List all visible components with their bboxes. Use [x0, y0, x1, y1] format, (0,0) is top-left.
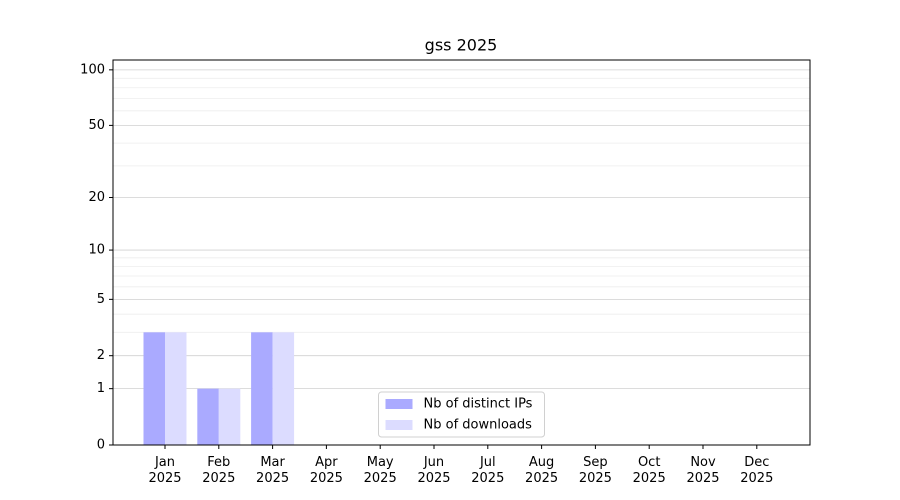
- bar: [218, 388, 241, 445]
- y-tick-label: 10: [88, 243, 105, 258]
- legend-swatch: [385, 420, 413, 430]
- x-tick-label: Mar 2025: [256, 455, 289, 486]
- x-tick-label-line: 2025: [633, 471, 666, 486]
- x-tick-label-line: 2025: [256, 471, 289, 486]
- plot-frame: [112, 59, 811, 446]
- bar: [197, 388, 219, 445]
- legend-label: Nb of distinct IPs: [424, 397, 533, 412]
- bar: [143, 332, 165, 445]
- x-tick-label-line: 2025: [471, 471, 504, 486]
- x-tick-label-line: Jun: [423, 455, 444, 470]
- x-tick-label: Jul 2025: [471, 455, 504, 486]
- x-tick-label: Sep 2025: [579, 455, 612, 486]
- x-tick-label: Nov 2025: [686, 455, 719, 486]
- legend-label: Nb of downloads: [424, 418, 533, 433]
- y-tick-label: 1: [97, 381, 105, 396]
- x-tick-label: Apr 2025: [310, 455, 343, 486]
- legend-swatch: [385, 399, 413, 409]
- x-tick-label: Aug 2025: [525, 455, 558, 486]
- x-tick-label: Oct 2025: [633, 455, 666, 486]
- x-tick-label-line: 2025: [525, 471, 558, 486]
- bar: [165, 332, 187, 445]
- x-tick-label: Jan 2025: [148, 455, 181, 486]
- x-tick-label-line: 2025: [740, 471, 773, 486]
- x-tick-label-line: Dec: [744, 455, 769, 470]
- bar: [272, 332, 295, 445]
- x-tick-label: Dec 2025: [740, 455, 773, 486]
- x-tick-label-line: 2025: [686, 471, 719, 486]
- legend-box: [378, 391, 545, 438]
- x-tick-label-line: Feb: [207, 455, 230, 470]
- y-tick-label: 100: [80, 62, 105, 77]
- x-tick-label-line: 2025: [202, 471, 235, 486]
- x-tick-label-line: Oct: [638, 455, 660, 470]
- chart-title: gss 2025: [425, 36, 498, 55]
- x-tick-label-line: 2025: [310, 471, 343, 486]
- y-tick-label: 5: [97, 292, 105, 307]
- x-tick-label-line: Nov: [690, 455, 716, 470]
- y-tick-label: 2: [97, 348, 105, 363]
- x-tick-label-line: Mar: [260, 455, 285, 470]
- x-tick-label-line: Sep: [583, 455, 608, 470]
- x-tick-label: Jun 2025: [417, 455, 450, 486]
- x-tick-label-line: 2025: [148, 471, 181, 486]
- x-tick-label-line: Apr: [315, 455, 338, 470]
- x-tick-label: Feb 2025: [202, 455, 235, 486]
- x-tick-label-line: Jul: [479, 455, 496, 470]
- x-tick-label-line: Jan: [154, 455, 175, 470]
- x-tick-label-line: 2025: [417, 471, 450, 486]
- y-tick-label: 0: [97, 438, 105, 453]
- x-tick-label-line: May: [367, 455, 394, 470]
- y-tick-label: 50: [88, 118, 105, 133]
- x-tick-label-line: 2025: [364, 471, 397, 486]
- x-tick-label: May 2025: [364, 455, 397, 486]
- x-tick-label-line: 2025: [579, 471, 612, 486]
- y-tick-label: 20: [88, 190, 105, 205]
- bar: [251, 332, 273, 445]
- x-tick-label-line: Aug: [529, 455, 554, 470]
